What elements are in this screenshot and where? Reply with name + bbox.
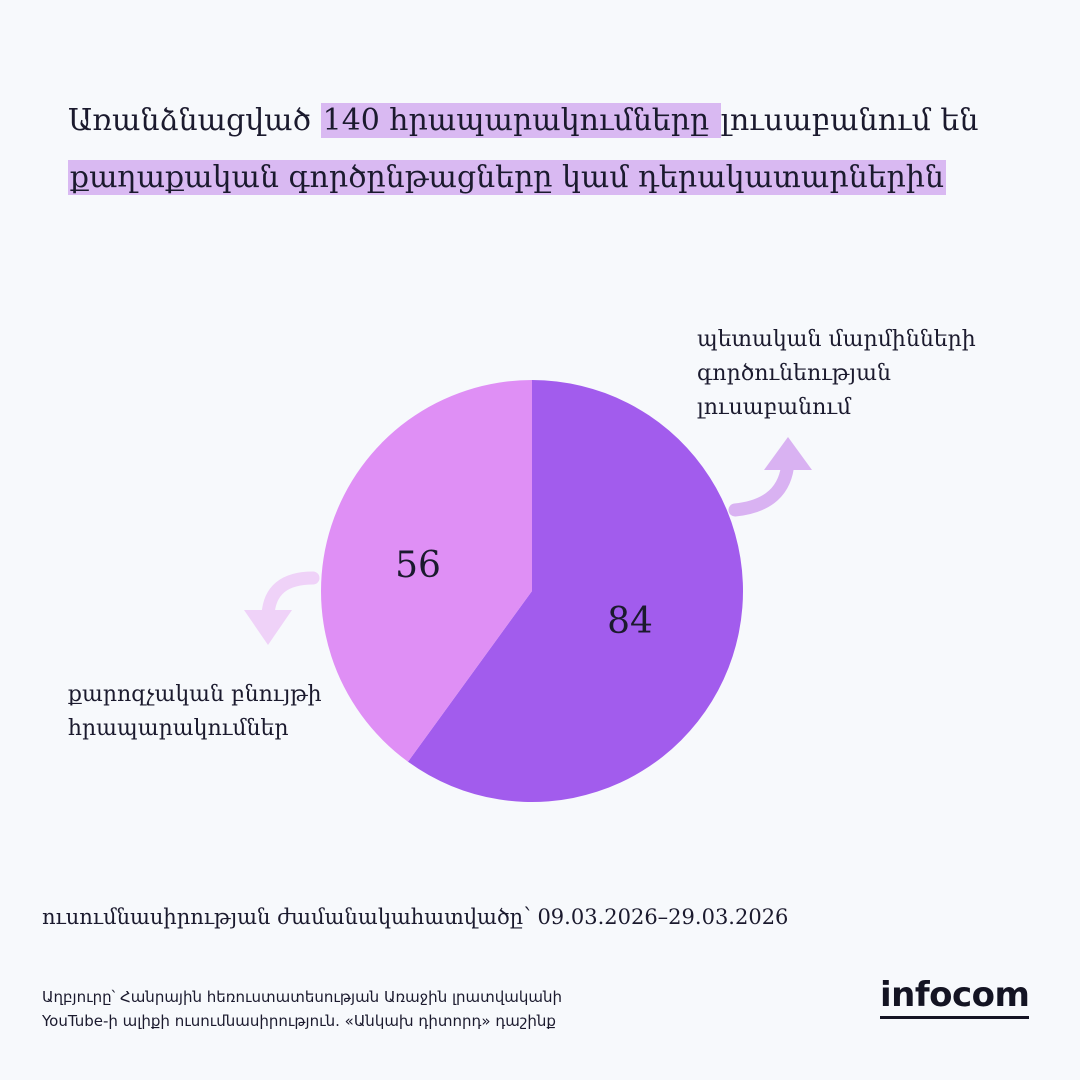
label-right-line-3: լուսաբանում	[697, 395, 852, 420]
slice-value-56: 56	[395, 545, 441, 586]
label-propaganda: քարոզչական բնույթի հրապարակումներ	[68, 678, 322, 746]
headline: Առանձնացված 140 հրապարակումները լուսաբան…	[68, 92, 1028, 206]
headline-text-1: Առանձնացված	[68, 103, 321, 138]
slice-value-84: 84	[607, 601, 653, 642]
label-right-line-2: գործունեության	[697, 361, 891, 386]
label-right-line-1: պետական մարմինների	[697, 327, 976, 352]
label-state-bodies: պետական մարմինների գործունեության լուսաբ…	[697, 323, 976, 425]
headline-line-2: քաղաքական գործընթացները կամ դերակատարներ…	[68, 149, 1028, 206]
source-line-2: YouTube-ի ալիքի ուսումնասիրություն. «Անկ…	[42, 1012, 556, 1030]
pie-slice-1	[321, 380, 532, 762]
arrow-up-right-icon	[728, 437, 812, 517]
source-line-1: Աղբյուրը՝ Հանրային հեռուստատեսության Առա…	[42, 988, 563, 1006]
label-left-line-1: քարոզչական բնույթի	[68, 682, 322, 707]
pie-slice-0	[407, 380, 744, 803]
label-left-line-2: հրապարակումներ	[68, 716, 289, 741]
headline-text-2: լուսաբանում են	[720, 103, 979, 138]
headline-highlight-2: քաղաքական գործընթացները կամ դերակատարներ…	[68, 160, 946, 195]
headline-highlight-1: 140 հրապարակումները	[320, 103, 721, 138]
source-note: Աղբյուրը՝ Հանրային հեռուստատեսության Առա…	[42, 985, 562, 1033]
infocom-logo: infocom	[880, 976, 1030, 1019]
arrow-down-left-icon	[244, 571, 320, 645]
study-period: ուսումնասիրության ժամանակահատվածը՝ 09.03…	[42, 905, 789, 929]
headline-line-1: Առանձնացված 140 հրապարակումները լուսաբան…	[68, 92, 1028, 149]
